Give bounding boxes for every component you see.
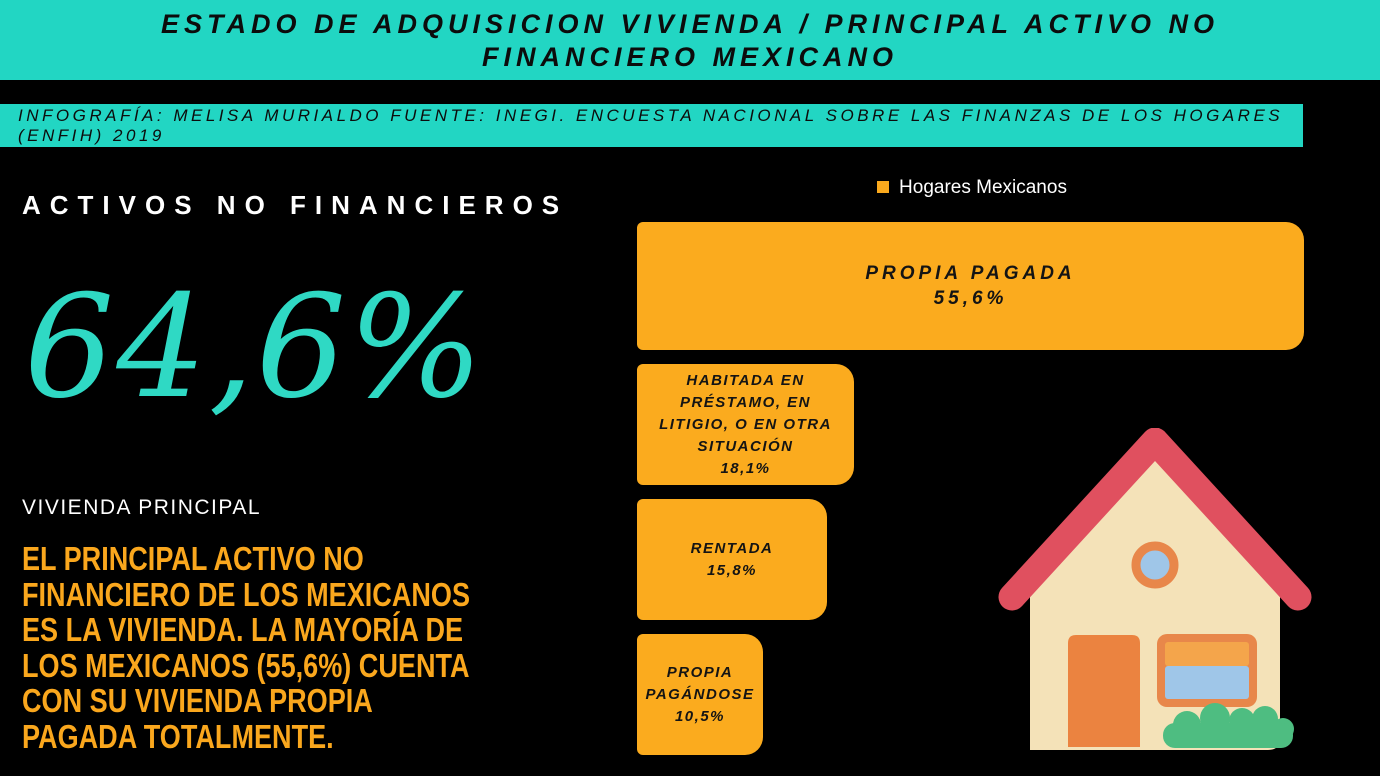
chart-bar: HABITADA EN PRÉSTAMO, EN LITIGIO, O EN OTR… [637,364,854,485]
credit-text: INFOGRAFÍA: MELISA MURIALDO FUENTE: INEG… [18,105,1284,145]
chart-bar-label-line: PRÉSTAMO, EN [679,393,812,411]
legend-label: Hogares Mexicanos [899,177,1067,198]
house-window-top [1165,642,1249,666]
description-line: LOS MEXICANOS (55,6%) CUENTA [22,646,470,684]
house-door [1068,635,1140,747]
description-text: EL PRINCIPAL ACTIVO NO FINANCIERO DE LOS … [22,541,498,754]
description-line: PAGADA TOTALMENTE. [22,717,334,755]
house-illustration [998,428,1312,750]
chart-legend: Hogares Mexicanos [637,177,1307,199]
stat-label: VIVIENDA PRINCIPAL [22,496,262,519]
chart-bar-label-line: 15,8% [706,561,758,579]
legend-swatch-icon [877,181,890,193]
house-roof [998,428,1312,611]
house-window-glass [1165,666,1249,699]
bush [1163,703,1294,748]
chart-bar-label-line: PAGÁNDOSE [645,685,755,703]
chart-bar-label-line: 18,1% [720,459,771,477]
chart-bar-label-line: 10,5% [674,707,726,725]
description-line: CON SU VIVIENDA PROPIA [22,682,373,719]
bar-chart: PROPIA PAGADA 55,6% HABITADA EN PRÉSTAMO, E… [637,222,1304,769]
credit-strip: INFOGRAFÍA: MELISA MURIALDO FUENTE: INEG… [0,104,1303,147]
big-stat-value: 64,6% [24,265,486,430]
chart-bar: PROPIA PAGÁNDOSE 10,5% [637,634,763,755]
description-line: ES LA VIVIENDA. LA MAYORÍA DE [22,611,464,648]
chart-bar-label-line: 55,6% [933,288,1008,309]
chart-bar-label-line: SITUACIÓN [697,437,794,455]
chart-bar-label-line: HABITADA EN [686,371,805,389]
house-round-window [1131,541,1179,589]
description-line: EL PRINCIPAL ACTIVO NO [22,540,364,577]
chart-bar-label-line: PROPIA [666,663,734,681]
chart-bar: PROPIA PAGADA 55,6% [637,222,1304,350]
page-title-line-1: ESTADO DE ADQUISICION VIVIENDA / PRINCIP… [160,9,1220,39]
chart-bar-label-line: RENTADA [690,539,774,557]
section-title: ACTIVOS NO FINANCIEROS [22,190,569,220]
description-line: FINANCIERO DE LOS MEXICANOS [22,575,471,613]
title-banner: ESTADO DE ADQUISICION VIVIENDA / PRINCIP… [0,0,1380,80]
chart-bar-label-line: PROPIA PAGADA [865,263,1076,284]
page-title-line-2: FINANCIERO MEXICANO [481,42,898,72]
chart-bar: RENTADA 15,8% [637,499,827,620]
chart-bar-label-line: LITIGIO, O EN OTRA [659,415,832,433]
